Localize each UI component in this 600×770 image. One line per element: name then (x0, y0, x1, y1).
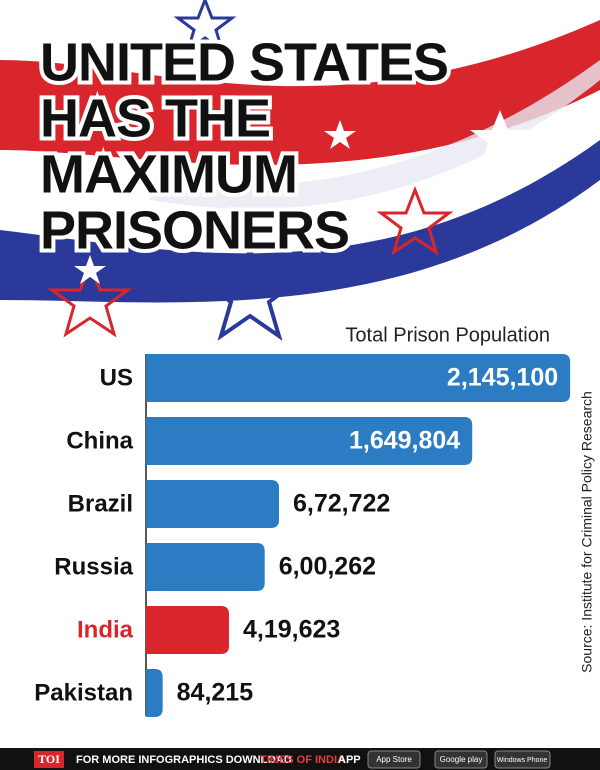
badge-label[interactable]: Windows Phone (497, 757, 548, 764)
footer-text: FOR MORE INFOGRAPHICS DOWNLOAD (76, 754, 292, 766)
footer-app: APP (338, 754, 361, 766)
brand-box (34, 751, 64, 768)
value-label: 1,649,804 (349, 427, 460, 455)
badge-label[interactable]: App Store (376, 755, 412, 764)
value-label: 84,215 (177, 679, 254, 707)
category-label: Pakistan (34, 679, 133, 706)
title-line: PRISONERS (40, 200, 349, 260)
brand: TOI (38, 752, 60, 766)
bar (146, 354, 571, 402)
bars: US 2,145,100 China 1,649,804 Brazil 6,72,722 R… (34, 354, 571, 717)
category-label: India (77, 616, 134, 643)
source: Source: Institute for Criminal Policy Re… (579, 391, 595, 673)
badge-label[interactable]: Google play (440, 755, 483, 764)
bar (146, 417, 473, 465)
badge[interactable] (434, 750, 488, 769)
bar (146, 543, 265, 591)
bar (146, 669, 163, 717)
value-label: 6,00,262 (279, 553, 376, 581)
category-label: Russia (54, 553, 133, 580)
title-line: HAS THE (40, 88, 270, 148)
flag-decoration (0, 0, 600, 341)
category-label: Brazil (68, 490, 133, 517)
badge[interactable] (494, 750, 551, 769)
value-label: 6,72,722 (293, 490, 390, 518)
bar (146, 606, 229, 654)
category-label: China (66, 427, 133, 454)
title-line: UNITED STATES (40, 32, 448, 92)
title-line: MAXIMUM (40, 144, 297, 204)
footer-app-name: TIMES OF INDIA (260, 754, 345, 766)
subtitle: Total Prison Population (345, 324, 550, 346)
category-label: US (100, 364, 133, 391)
value-label: 2,145,100 (447, 364, 558, 392)
bar (146, 480, 280, 528)
value-label: 4,19,623 (243, 616, 340, 644)
badge[interactable] (367, 750, 421, 769)
